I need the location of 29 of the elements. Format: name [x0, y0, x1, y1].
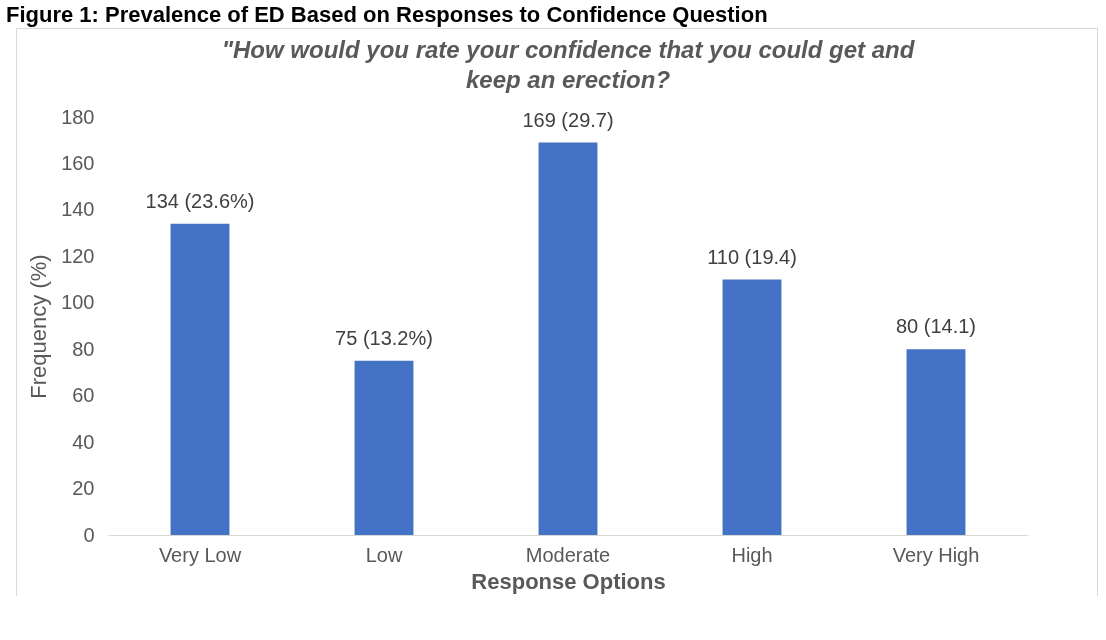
data-label: 80 (14.1)	[895, 315, 977, 338]
y-tick-label: 0	[83, 523, 95, 546]
data-label: 134 (23.6%)	[145, 189, 255, 212]
caption: Figure 1: Prevalence of ED Based on Responses to Confidence Question	[5, 1, 769, 28]
y-tick-label: 20	[72, 477, 95, 500]
y-tick-label: 60	[72, 384, 95, 407]
y-tick-label: 100	[61, 291, 95, 314]
bar	[722, 279, 782, 535]
x-axis-title: Response Options	[471, 568, 666, 594]
bar	[906, 349, 966, 535]
y-tick-label: 180	[61, 105, 95, 128]
bar	[170, 223, 230, 535]
x-tick-label: High	[731, 543, 773, 566]
data-label: 110 (19.4)	[707, 245, 797, 268]
y-axis-title: Frequency (%)	[26, 254, 52, 399]
x-tick-label: Very Low	[158, 543, 242, 566]
y-tick-label: 120	[61, 244, 95, 267]
y-tick-label: 160	[61, 151, 95, 174]
x-tick-label: Very High	[892, 543, 980, 566]
bar	[538, 142, 598, 535]
y-tick-label: 80	[72, 337, 95, 360]
data-label: 75 (13.2%)	[335, 326, 433, 349]
y-tick-label: 140	[61, 198, 95, 221]
x-tick-label: Moderate	[525, 543, 611, 566]
bar	[354, 360, 414, 535]
x-tick-label: Low	[365, 543, 403, 566]
chart-title: "How would you rate your confidence that you could get and keep an erection?	[221, 36, 916, 93]
y-tick-label: 40	[72, 430, 95, 453]
data-label: 169 (29.7)	[522, 108, 614, 131]
